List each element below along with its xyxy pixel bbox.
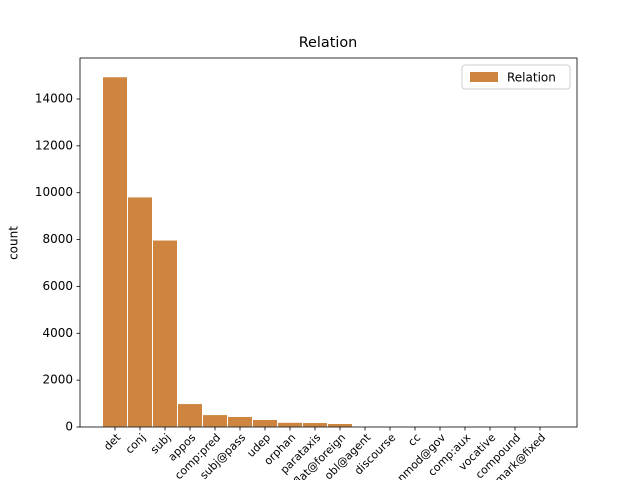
bar xyxy=(327,422,353,428)
legend-frame xyxy=(461,64,571,90)
y-tick-label: 2000 xyxy=(42,373,73,387)
bar xyxy=(277,421,303,428)
y-tick-label: 0 xyxy=(65,420,73,434)
y-tick-label: 6000 xyxy=(42,279,73,293)
bar xyxy=(302,422,328,428)
bar xyxy=(252,419,278,428)
bar xyxy=(127,196,153,428)
y-axis-label: count xyxy=(7,226,21,260)
bar xyxy=(177,403,203,428)
bar xyxy=(202,414,228,428)
bar xyxy=(227,415,253,428)
bar xyxy=(102,76,128,428)
legend-swatch xyxy=(470,72,498,82)
plot-frame xyxy=(79,57,578,428)
y-tick-label: 8000 xyxy=(42,232,73,246)
legend-label: Relation xyxy=(507,71,556,85)
y-tick-label: 14000 xyxy=(35,92,73,106)
bar xyxy=(152,239,178,428)
y-tick-label: 4000 xyxy=(42,326,73,340)
legend: Relation xyxy=(461,64,571,90)
x-tick-label: conj xyxy=(123,431,148,456)
x-tick-label: cc xyxy=(405,431,423,449)
y-tick-label: 10000 xyxy=(35,185,73,199)
y-tick-label: 12000 xyxy=(35,138,73,152)
chart-title: Relation xyxy=(299,35,358,51)
x-tick-label: det xyxy=(101,431,123,453)
